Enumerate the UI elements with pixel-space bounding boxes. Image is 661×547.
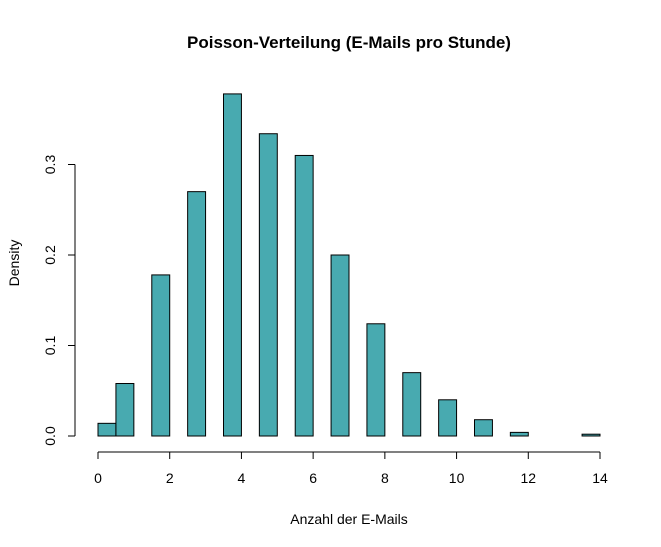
histogram-bar [223, 93, 242, 437]
x-axis-label: Anzahl der E-Mails [290, 511, 408, 527]
histogram-bar [187, 191, 207, 437]
x-tick-label: 6 [309, 470, 317, 486]
histogram-bar [97, 422, 117, 437]
x-tick-label: 2 [166, 470, 174, 486]
y-tick-label: 0.2 [42, 245, 58, 265]
histogram-bar [509, 431, 529, 437]
x-tick-label: 4 [238, 470, 246, 486]
histogram-bar [115, 383, 135, 437]
x-tick-label: 0 [94, 470, 102, 486]
y-tick-label: 0.3 [42, 155, 58, 175]
y-tick-label: 0.1 [42, 336, 58, 356]
histogram-bar [474, 419, 493, 437]
histogram-bar [402, 372, 422, 437]
histogram-bar [294, 154, 314, 437]
x-tick-label: 14 [592, 470, 608, 486]
x-tick-label: 8 [381, 470, 389, 486]
histogram-bars [97, 93, 601, 437]
y-axis: 0.0 0.1 0.2 0.3 [42, 155, 76, 446]
histogram-bar [438, 399, 458, 437]
histogram-bar [151, 274, 171, 437]
x-tick-label: 10 [449, 470, 465, 486]
histogram-bar [258, 133, 278, 437]
histogram-bar [330, 254, 350, 437]
x-axis: 0 2 4 6 8 10 12 14 [94, 451, 608, 486]
histogram-bar [366, 323, 386, 437]
y-tick-label: 0.0 [42, 426, 58, 446]
histogram-bar [581, 433, 601, 437]
chart-title: Poisson-Verteilung (E-Mails pro Stunde) [187, 33, 511, 52]
x-tick-label: 12 [520, 470, 536, 486]
y-axis-label: Density [6, 240, 22, 287]
